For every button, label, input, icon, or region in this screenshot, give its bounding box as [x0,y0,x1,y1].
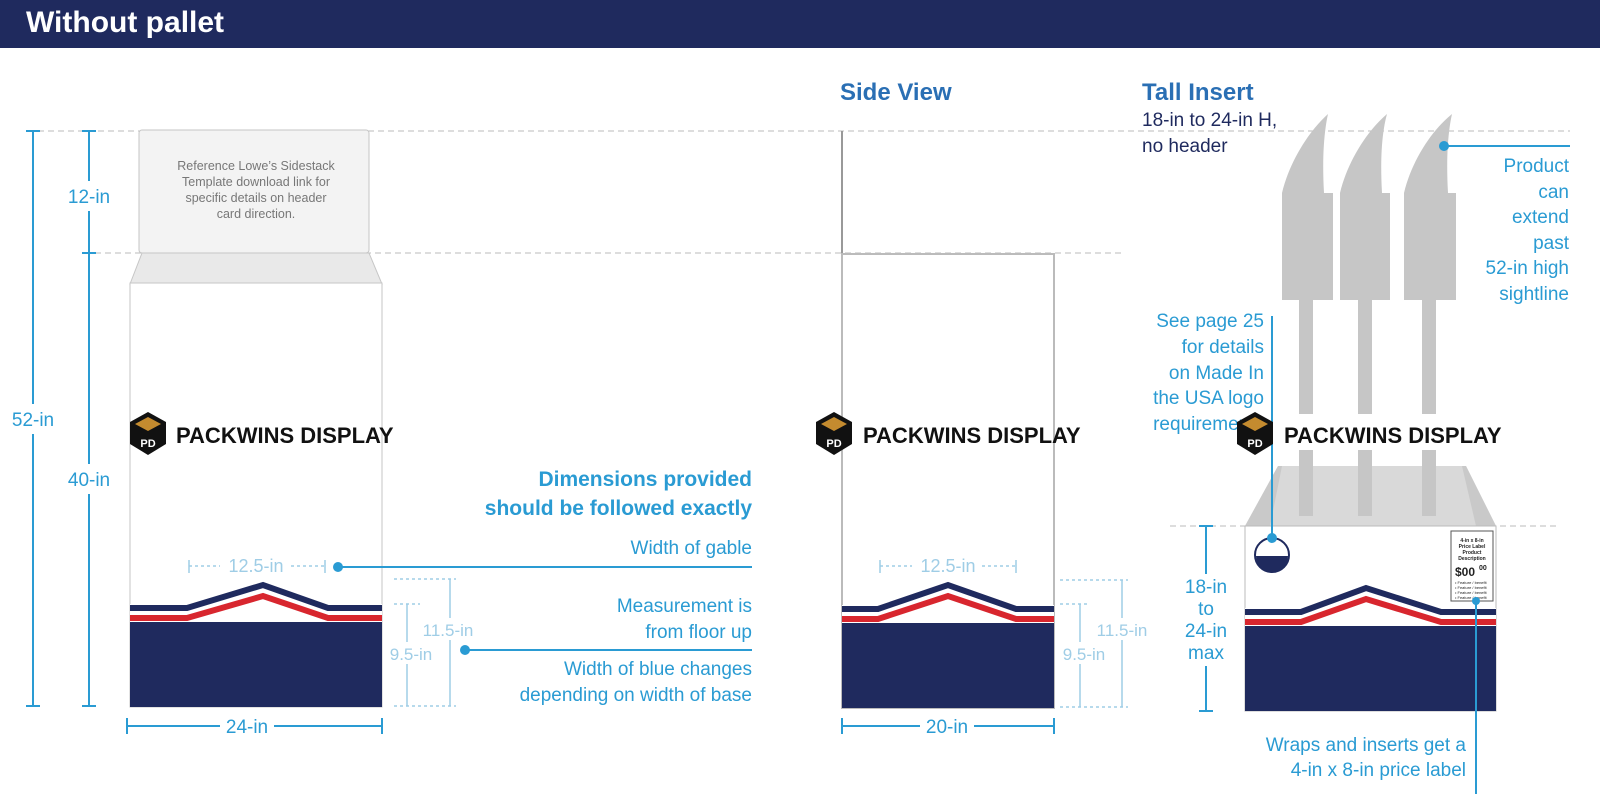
usa-badge: USA [1254,537,1290,573]
svg-text:Price Label: Price Label [1459,544,1486,550]
svg-text:$00: $00 [1455,565,1475,579]
header-card-note: Reference Lowe’s Sidestack Template down… [177,159,335,221]
side-height-inner: 9.5-in [1063,645,1106,664]
svg-text:24-in: 24-in [1185,621,1227,642]
svg-text:PD: PD [1247,438,1262,450]
product-leader-dot [1439,141,1449,151]
front-logo-text: PACKWINS DISPLAY [176,423,394,448]
svg-text:Reference Lowe’s Sidestack: Reference Lowe’s Sidestack [177,159,335,173]
callout-blue-width-1: Width of blue changes [564,659,752,680]
front-height-inner: 9.5-in [390,645,433,664]
side-logo-text: PACKWINS DISPLAY [863,423,1081,448]
svg-text:• Feature / benefit: • Feature / benefit [1455,590,1488,595]
front-height-outer: 11.5-in [423,621,474,640]
svg-text:the USA logo: the USA logo [1153,388,1264,409]
svg-text:extend: extend [1512,207,1569,228]
svg-text:Description: Description [1458,556,1486,562]
svg-text:can: can [1538,182,1569,203]
svg-text:to: to [1198,599,1214,620]
product-note: Product can extend past 52-in high sight… [1486,156,1570,305]
made-in-note: See page 25 for details on Made In the U… [1153,311,1264,435]
callout-blue-width-2: depending on width of base [520,685,752,706]
callout-gable: Width of gable [631,538,752,559]
side-gable-width: 12.5-in [920,556,975,576]
insert-height-range: 18-in to 24-in max [1185,577,1227,664]
front-base-width: 24-in [226,717,268,738]
svg-text:requirements: requirements [1153,414,1264,435]
svg-text:for details: for details [1182,337,1264,358]
header-card [138,129,370,254]
side-view-title: Side View [840,79,952,106]
svg-text:4-in x 8-in: 4-in x 8-in [1460,538,1483,544]
svg-text:Template download link for: Template download link for [182,175,330,189]
callout-headline-1: Dimensions provided [538,468,752,491]
svg-text:sightline: sightline [1499,284,1569,305]
page-title: Without pallet [26,6,225,39]
side-height-outer: 11.5-in [1097,621,1148,640]
svg-text:on Made In: on Made In [1169,363,1264,384]
height-total-label: 52-in [12,410,54,431]
front-logo: PD PACKWINS DISPLAY [130,412,394,455]
side-blue-base [842,623,1054,708]
callout-headline-2: should be followed exactly [485,497,753,520]
price-note: Wraps and inserts get a 4-in x 8-in pric… [1266,735,1467,781]
svg-text:PD: PD [826,438,841,450]
insert-logo: PD PACKWINS DISPLAY [1237,412,1502,455]
svg-text:• Feature / benefit: • Feature / benefit [1455,580,1488,585]
measurement-leader-dot [460,645,470,655]
svg-text:specific details on header: specific details on header [185,191,326,205]
svg-text:past: past [1533,233,1570,254]
svg-text:• Feature / benefit: • Feature / benefit [1455,595,1488,600]
svg-text:Wraps and inserts get a: Wraps and inserts get a [1266,735,1467,756]
height-header-label: 12-in [68,187,110,208]
side-base-width: 20-in [926,717,968,738]
side-wave-stripe [842,581,1054,623]
price-label: 4-in x 8-in Price Label Product Descript… [1450,530,1494,602]
svg-text:4-in x 8-in price label: 4-in x 8-in price label [1291,760,1466,781]
insert-subtitle-2: no header [1142,136,1228,157]
front-gable-width: 12.5-in [228,556,283,576]
svg-text:See page 25: See page 25 [1156,311,1264,332]
callouts: Dimensions provided should be followed e… [485,468,753,706]
made-in-leader-dot [1267,533,1277,543]
svg-text:max: max [1188,643,1224,664]
insert-wave-stripe [1245,584,1496,626]
gable-leader-dot [333,562,343,572]
insert-products [1282,114,1456,516]
header-bar: Without pallet [0,0,1600,48]
insert-logo-text: PACKWINS DISPLAY [1284,423,1502,448]
price-leader-dot [1472,597,1480,605]
svg-text:52-in high: 52-in high [1486,258,1569,279]
insert-blue-base [1245,626,1496,711]
svg-text:card direction.: card direction. [217,207,296,221]
svg-text:18-in: 18-in [1185,577,1227,598]
side-logo: PD PACKWINS DISPLAY [816,412,1081,455]
svg-text:• Feature / benefit: • Feature / benefit [1455,585,1488,590]
svg-text:00: 00 [1479,565,1487,572]
front-wave-stripe [130,581,382,622]
insert-subtitle-1: 18-in to 24-in H, [1142,110,1277,131]
callout-measurement-1: Measurement is [617,596,752,617]
height-body-label: 40-in [68,470,110,491]
front-blue-base [130,622,382,707]
svg-text:USA: USA [1260,547,1283,559]
svg-text:Product: Product [1463,550,1482,556]
gable-top [129,252,383,285]
svg-text:Product: Product [1504,156,1570,177]
callout-measurement-2: from floor up [645,622,752,643]
svg-text:PD: PD [140,438,155,450]
insert-title: Tall Insert [1142,79,1254,106]
